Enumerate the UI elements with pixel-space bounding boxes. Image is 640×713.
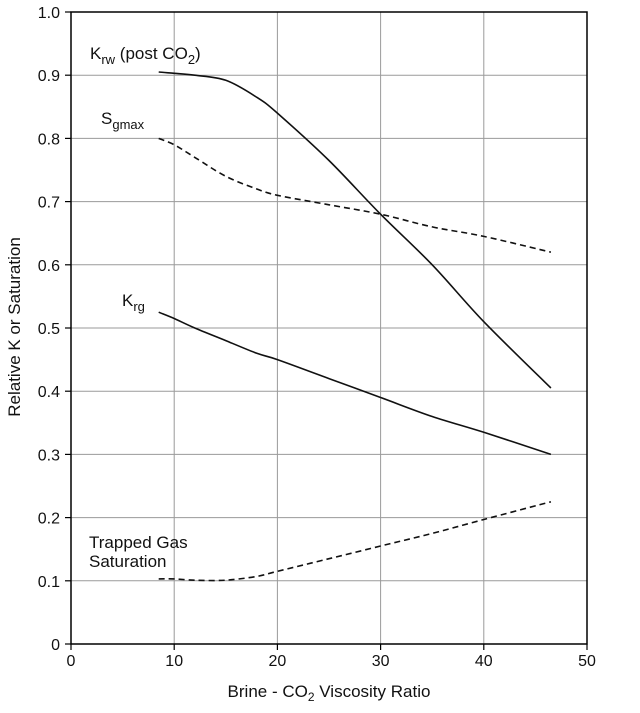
y-tick-label: 0.8 bbox=[38, 131, 60, 148]
x-axis-title: Brine - CO2 Viscosity Ratio bbox=[228, 682, 431, 704]
series-lines bbox=[158, 71, 552, 582]
grid bbox=[71, 12, 587, 644]
x-tick-label: 10 bbox=[165, 653, 183, 670]
series-label-trapped-gas-line2: Saturation bbox=[89, 552, 167, 571]
x-tick-label: 20 bbox=[269, 653, 287, 670]
y-axis-title: Relative K or Saturation bbox=[5, 237, 24, 417]
series-label-krw-tail: ) bbox=[195, 44, 201, 63]
series-label-trapped-gas: Trapped Gas Saturation bbox=[89, 533, 188, 571]
ticks: 0 10 20 30 40 50 0 0.1 0.2 0.3 0.4 0.5 0.6 0.7 0.8 0.9 1… bbox=[38, 5, 596, 670]
series-sgmax-line bbox=[158, 137, 552, 253]
series-label-krw-post: (post CO bbox=[115, 44, 188, 63]
y-tick-label: 0.2 bbox=[38, 511, 60, 528]
x-tick-label: 40 bbox=[475, 653, 493, 670]
y-tick-label: 0.9 bbox=[38, 68, 60, 85]
x-tick-label: 0 bbox=[67, 653, 76, 670]
y-tick-label: 0.7 bbox=[38, 195, 60, 212]
series-label-krg-base: K bbox=[122, 291, 134, 310]
series-krg-line bbox=[158, 311, 552, 456]
y-tick-label: 0.3 bbox=[38, 447, 60, 464]
series-krw-line bbox=[158, 71, 552, 389]
series-label-krg-sub: rg bbox=[133, 299, 145, 314]
y-tick-label: 0 bbox=[51, 637, 60, 654]
y-tick-label: 0.6 bbox=[38, 258, 60, 275]
x-axis-title-pre: Brine - CO bbox=[228, 682, 308, 701]
y-tick-label: 0.4 bbox=[38, 384, 60, 401]
series-label-krw-base: K bbox=[90, 44, 102, 63]
x-axis-title-sub: 2 bbox=[308, 690, 315, 704]
series-label-sgmax-base: S bbox=[101, 109, 112, 128]
series-label-sgmax: Sgmax bbox=[101, 109, 145, 132]
y-tick-label: 0.1 bbox=[38, 574, 60, 591]
x-axis-title-post: Viscosity Ratio bbox=[315, 682, 431, 701]
x-tick-label: 50 bbox=[578, 653, 596, 670]
series-label-krw-sub2: 2 bbox=[188, 52, 195, 67]
series-label-trapped-gas-line1: Trapped Gas bbox=[89, 533, 188, 552]
y-tick-label: 1.0 bbox=[38, 5, 60, 22]
series-label-krw: Krw (post CO2) bbox=[90, 44, 201, 67]
x-tick-label: 30 bbox=[372, 653, 390, 670]
series-label-krg: Krg bbox=[122, 291, 145, 314]
series-label-sgmax-sub: gmax bbox=[112, 117, 144, 132]
series-label-krw-sub: rw bbox=[101, 52, 115, 67]
y-tick-label: 0.5 bbox=[38, 321, 60, 338]
